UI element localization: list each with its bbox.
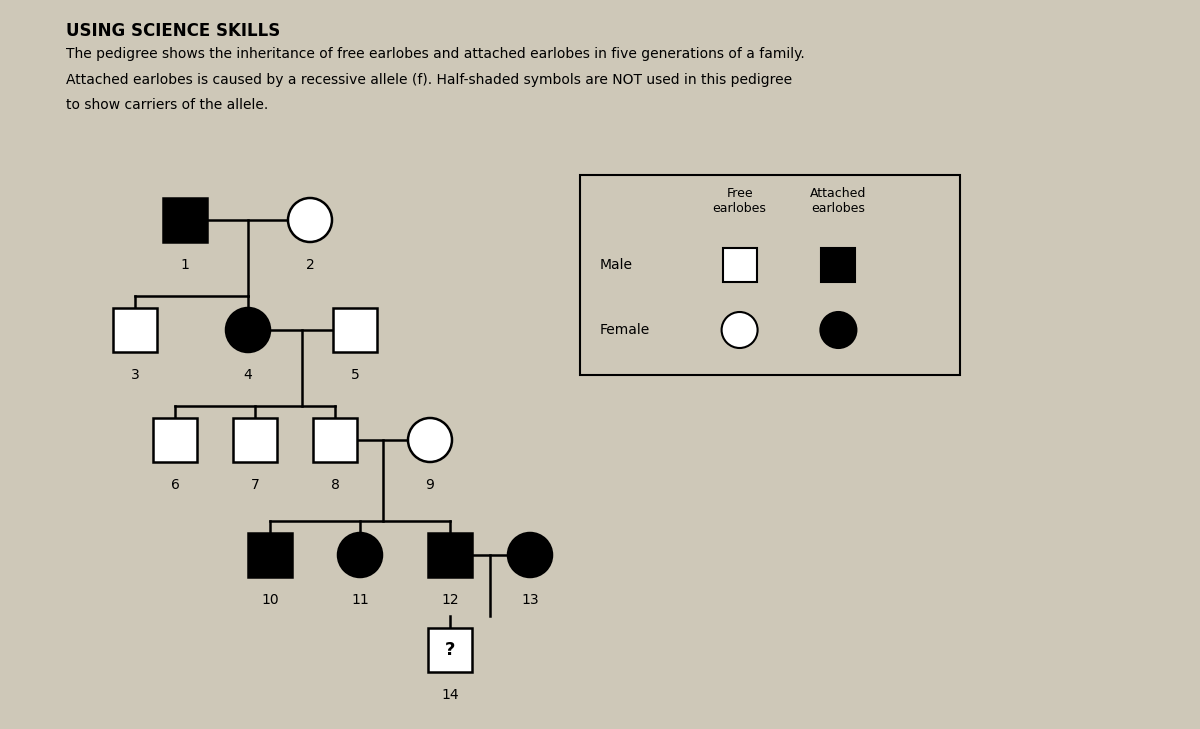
- Circle shape: [508, 533, 552, 577]
- Bar: [154, 418, 197, 462]
- Text: ?: ?: [445, 641, 455, 659]
- Bar: [334, 308, 377, 352]
- Bar: [428, 533, 472, 577]
- Bar: [428, 628, 472, 672]
- Text: USING SCIENCE SKILLS: USING SCIENCE SKILLS: [66, 22, 281, 40]
- Text: to show carriers of the allele.: to show carriers of the allele.: [66, 98, 269, 112]
- Text: Male: Male: [600, 258, 634, 272]
- Text: 1: 1: [180, 258, 190, 272]
- Text: Attached
earlobes: Attached earlobes: [810, 187, 866, 215]
- Circle shape: [226, 308, 270, 352]
- Text: 3: 3: [131, 368, 139, 382]
- Circle shape: [821, 312, 857, 348]
- Text: 13: 13: [521, 593, 539, 607]
- Bar: [163, 198, 208, 242]
- Text: 7: 7: [251, 478, 259, 492]
- Text: The pedigree shows the inheritance of free earlobes and attached earlobes in fiv: The pedigree shows the inheritance of fr…: [66, 47, 805, 61]
- Circle shape: [338, 533, 382, 577]
- Text: Attached earlobes is caused by a recessive allele (f). Half-shaded symbols are N: Attached earlobes is caused by a recessi…: [66, 73, 792, 87]
- Bar: [722, 248, 757, 282]
- Text: 12: 12: [442, 593, 458, 607]
- Text: 8: 8: [330, 478, 340, 492]
- Circle shape: [721, 312, 757, 348]
- Bar: [233, 418, 277, 462]
- Text: 11: 11: [352, 593, 368, 607]
- Text: Female: Female: [600, 323, 650, 337]
- Text: 2: 2: [306, 258, 314, 272]
- Bar: [580, 175, 960, 375]
- Bar: [113, 308, 157, 352]
- Circle shape: [408, 418, 452, 462]
- Text: Free
earlobes: Free earlobes: [713, 187, 767, 215]
- Bar: [822, 248, 856, 282]
- Text: 5: 5: [350, 368, 359, 382]
- Bar: [313, 418, 358, 462]
- Text: 9: 9: [426, 478, 434, 492]
- Circle shape: [288, 198, 332, 242]
- Text: 6: 6: [170, 478, 180, 492]
- Text: 10: 10: [262, 593, 278, 607]
- Text: 4: 4: [244, 368, 252, 382]
- Bar: [248, 533, 292, 577]
- Text: 14: 14: [442, 688, 458, 702]
